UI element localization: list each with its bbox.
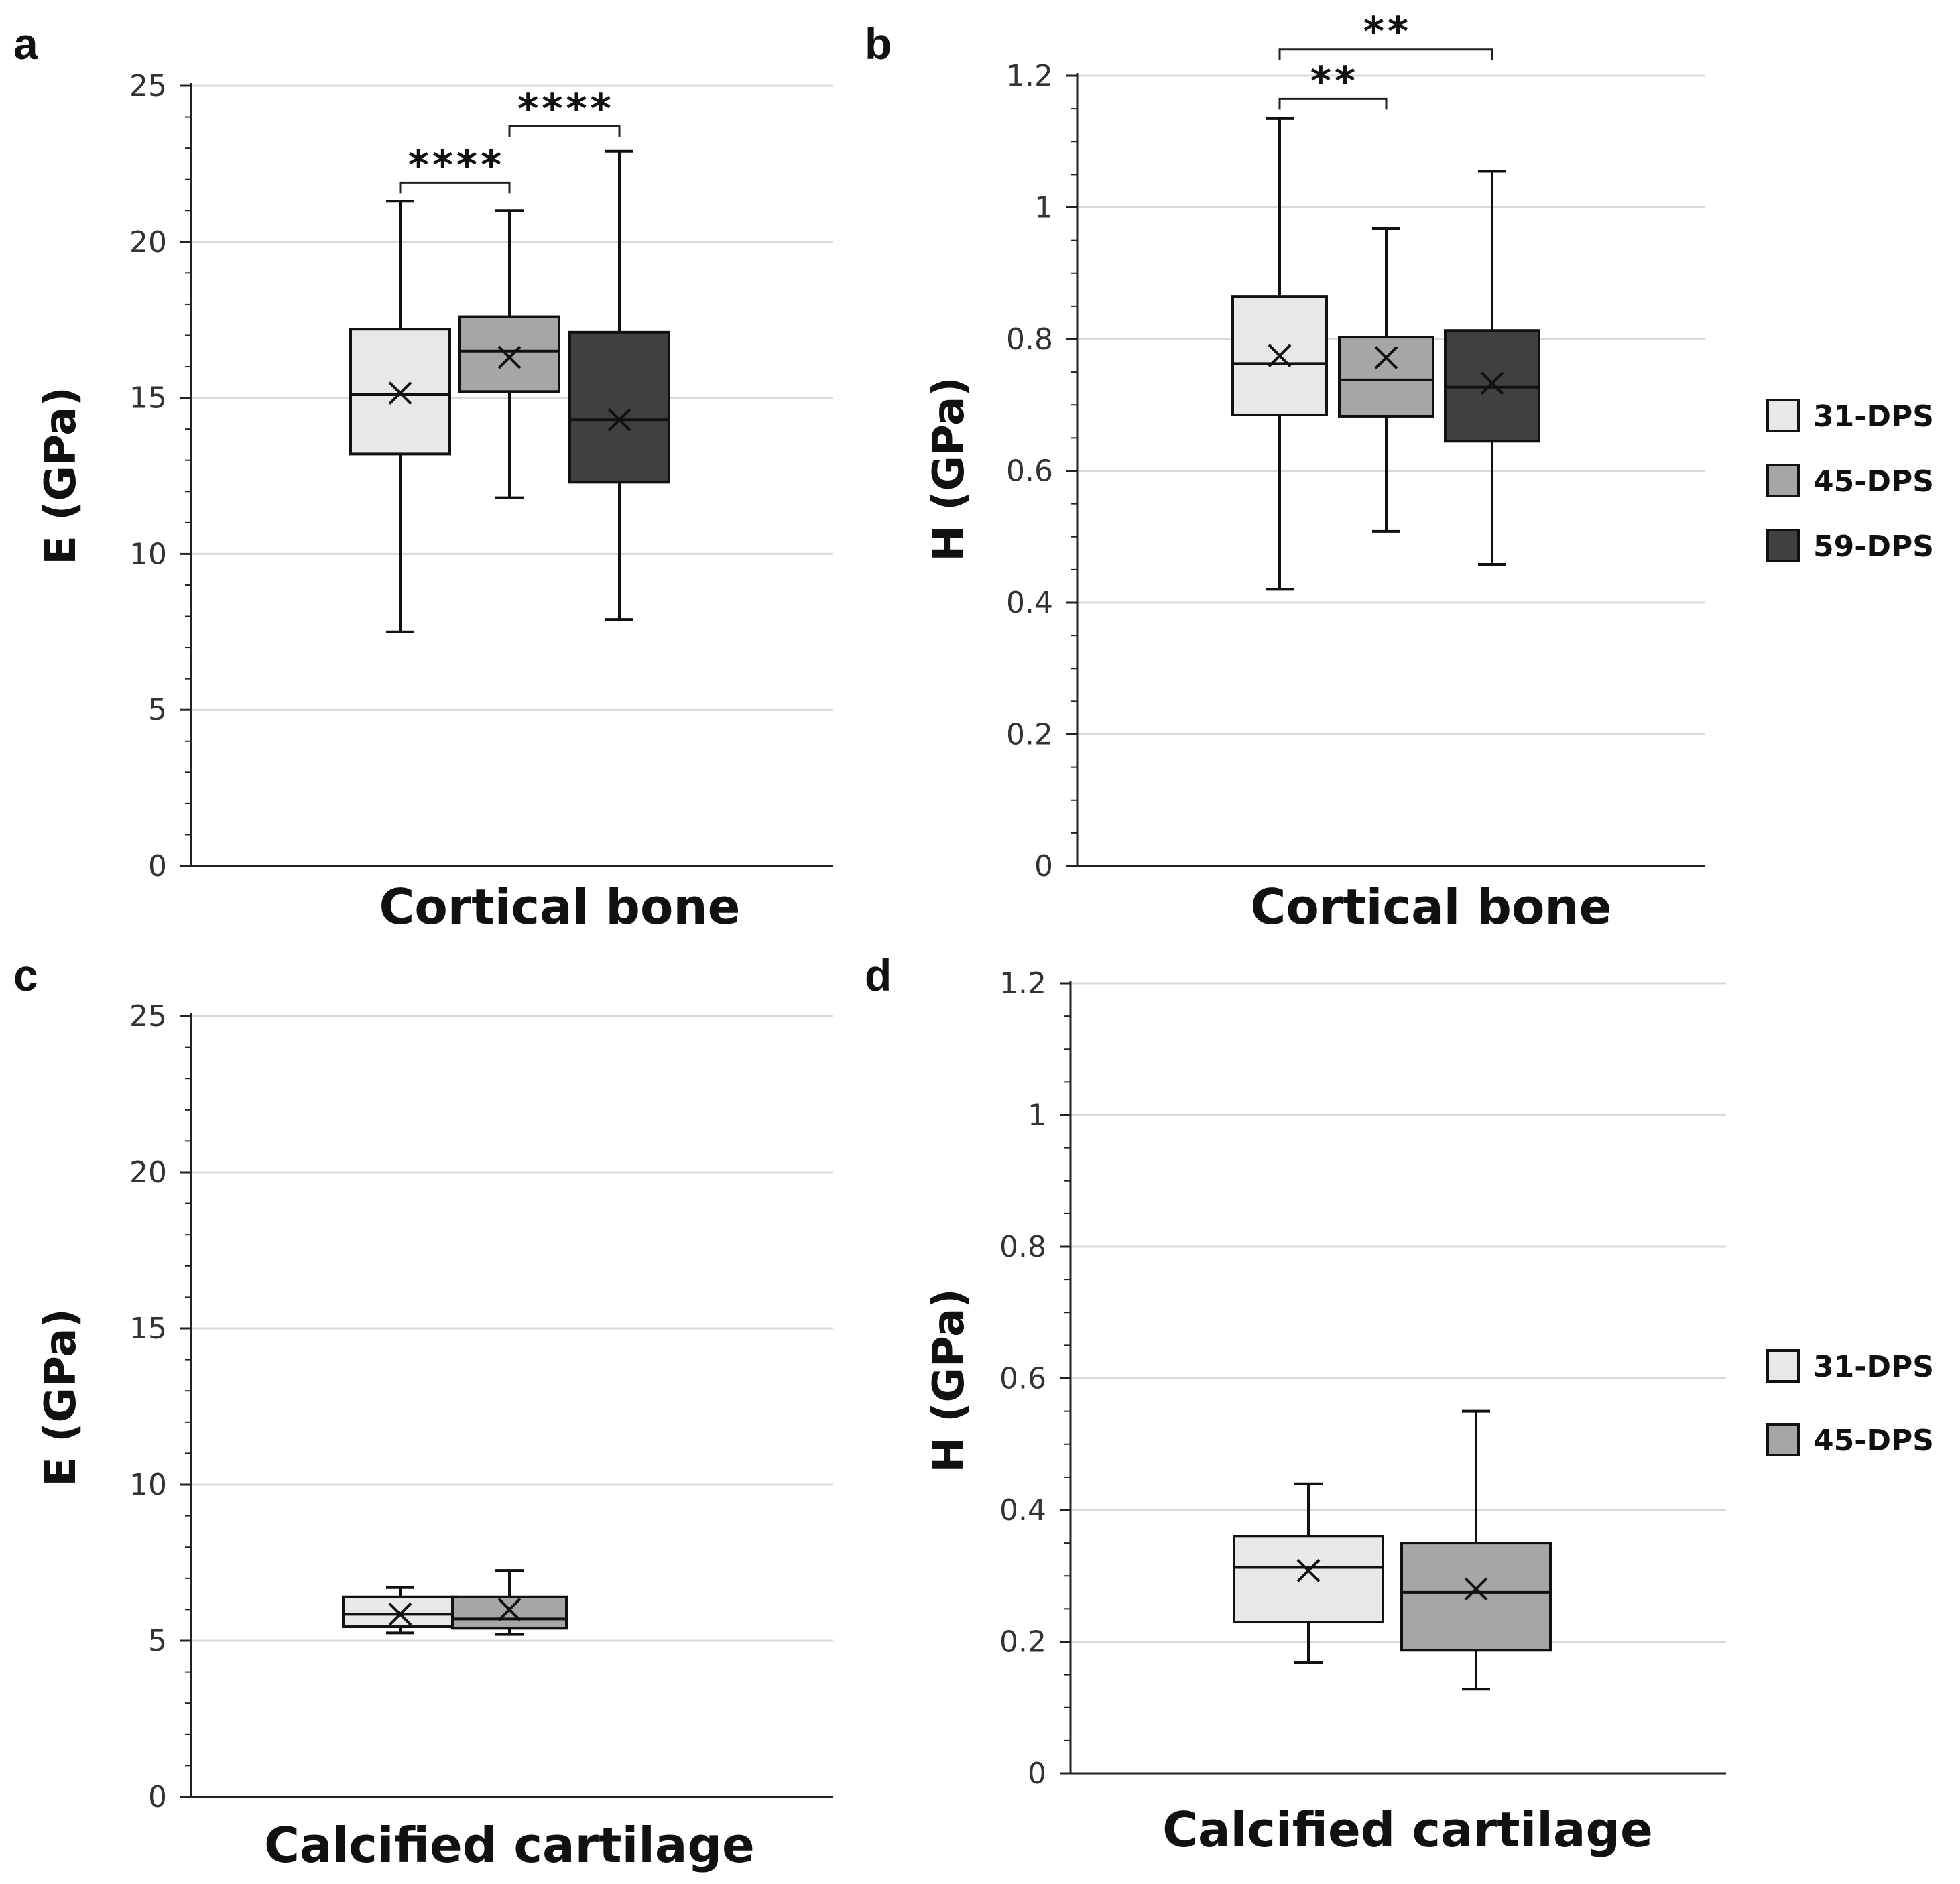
box-31-DPS [349, 200, 451, 633]
y-tick-label: 0 [148, 1780, 167, 1814]
significance-bracket: ** [1278, 58, 1388, 110]
y-tick-label: 20 [129, 1155, 167, 1190]
legend-label: 45-DPS [1813, 464, 1934, 499]
legend-swatch [1766, 1423, 1800, 1456]
mean-marker [497, 1597, 522, 1621]
chart-panel-c: c 0 5 10 15 20 25 E (GPa) Calcified cartilage [13, 950, 833, 1873]
y-tick-label: 1 [1028, 1098, 1046, 1133]
y-axis-label: E (GPa) [36, 1308, 86, 1486]
y-tick-label: 1.2 [999, 966, 1046, 1001]
y-axis-label: E (GPa) [36, 387, 86, 564]
box-iqr [342, 1595, 458, 1629]
mean-marker [1464, 1577, 1488, 1601]
panel-letter: b [865, 19, 892, 68]
legend-swatch [1766, 1349, 1800, 1383]
legend-swatch [1766, 399, 1800, 432]
y-tick-label: 0.6 [1006, 454, 1053, 489]
y-tick-label: 5 [148, 1624, 167, 1658]
box-31-DPS [1231, 117, 1328, 591]
y-tick-label: 0.2 [999, 1625, 1046, 1659]
significance-label: **** [406, 141, 503, 188]
y-tick-label: 10 [129, 537, 167, 571]
y-tick-label: 10 [129, 1468, 167, 1502]
y-tick-label: 0.8 [1006, 322, 1053, 357]
legend-label: 31-DPS [1813, 1350, 1934, 1384]
legend-label: 31-DPS [1813, 399, 1934, 434]
x-axis-label: Cortical bone [379, 879, 740, 935]
y-axis-label: H (GPa) [924, 377, 974, 561]
x-axis-label: Calcified cartilage [1162, 1802, 1653, 1858]
legend: 31-DPS 45-DPS [1766, 1349, 1934, 1458]
box-iqr [1233, 1535, 1384, 1624]
bracket-line [1278, 48, 1493, 60]
chart-panel-a: a 0 5 10 15 20 25 E (GPa) Cortical bone **** **** [13, 19, 833, 935]
y-tick-label: 0.4 [999, 1493, 1046, 1527]
panel-letter: c [13, 950, 38, 1000]
mean-marker [1480, 371, 1504, 395]
y-tick-label: 25 [129, 999, 167, 1033]
box-31-DPS [342, 1586, 458, 1635]
box-iqr [458, 315, 560, 393]
y-axis-label: H (GPa) [924, 1288, 974, 1472]
legend: 31-DPS 45-DPS 59-DPS [1766, 399, 1934, 564]
chart-panel-d: d 0 0.2 0.4 0.6 0.8 1 1.2 H (GPa) Calcified carti… [865, 950, 1934, 1858]
significance-bracket: **** [508, 86, 621, 137]
mean-marker [607, 407, 631, 432]
y-tick-label: 0 [1034, 849, 1053, 883]
mean-marker [1268, 344, 1292, 367]
mean-marker [1296, 1558, 1321, 1582]
box-59-DPS [1444, 170, 1540, 566]
box-iqr [568, 330, 670, 484]
significance-label: ** [1361, 9, 1410, 56]
panel-letter: d [865, 950, 892, 1000]
panel-letter: a [13, 19, 39, 68]
bracket-line [1278, 97, 1388, 110]
y-tick-label: 0.2 [1006, 718, 1053, 752]
chart-panel-b: b 0 0.2 0.4 0.6 0.8 1 1.2 H (GPa) Cortical bone **… [865, 9, 1934, 935]
significance-bracket: ** [1278, 9, 1493, 60]
y-tick-label: 20 [129, 225, 167, 259]
box-iqr [1400, 1542, 1552, 1652]
box-59-DPS [568, 149, 670, 621]
box-31-DPS [1233, 1482, 1384, 1664]
significance-label: ** [1308, 58, 1357, 105]
box-45-DPS [451, 1569, 568, 1636]
y-tick-label: 0.6 [999, 1362, 1046, 1396]
legend-label: 45-DPS [1813, 1424, 1934, 1458]
box-45-DPS [458, 209, 560, 499]
mean-marker [388, 1602, 412, 1626]
legend-swatch [1766, 464, 1800, 497]
legend-label: 59-DPS [1813, 529, 1934, 564]
y-tick-label: 1.2 [1006, 59, 1053, 93]
significance-label: **** [516, 86, 613, 133]
box-45-DPS [1338, 227, 1434, 533]
y-tick-label: 25 [129, 69, 167, 103]
y-tick-label: 1 [1034, 191, 1053, 225]
y-tick-label: 0 [148, 849, 167, 883]
box-iqr [451, 1595, 568, 1630]
legend-swatch [1766, 529, 1800, 562]
y-tick-label: 0 [1028, 1757, 1046, 1791]
bracket-line [399, 181, 511, 194]
x-axis-label: Cortical bone [1250, 879, 1611, 935]
mean-marker [388, 381, 412, 405]
bracket-line [508, 125, 621, 137]
y-tick-label: 0.8 [999, 1230, 1046, 1264]
box-45-DPS [1400, 1409, 1552, 1691]
mean-marker [1374, 346, 1398, 369]
y-tick-label: 5 [148, 693, 167, 727]
significance-bracket: **** [399, 141, 511, 194]
y-tick-label: 15 [129, 381, 167, 416]
y-tick-label: 0.4 [1006, 586, 1053, 620]
y-tick-label: 15 [129, 1312, 167, 1346]
x-axis-label: Calcified cartilage [264, 1817, 755, 1873]
mean-marker [497, 345, 522, 369]
box-iqr [1338, 336, 1434, 418]
